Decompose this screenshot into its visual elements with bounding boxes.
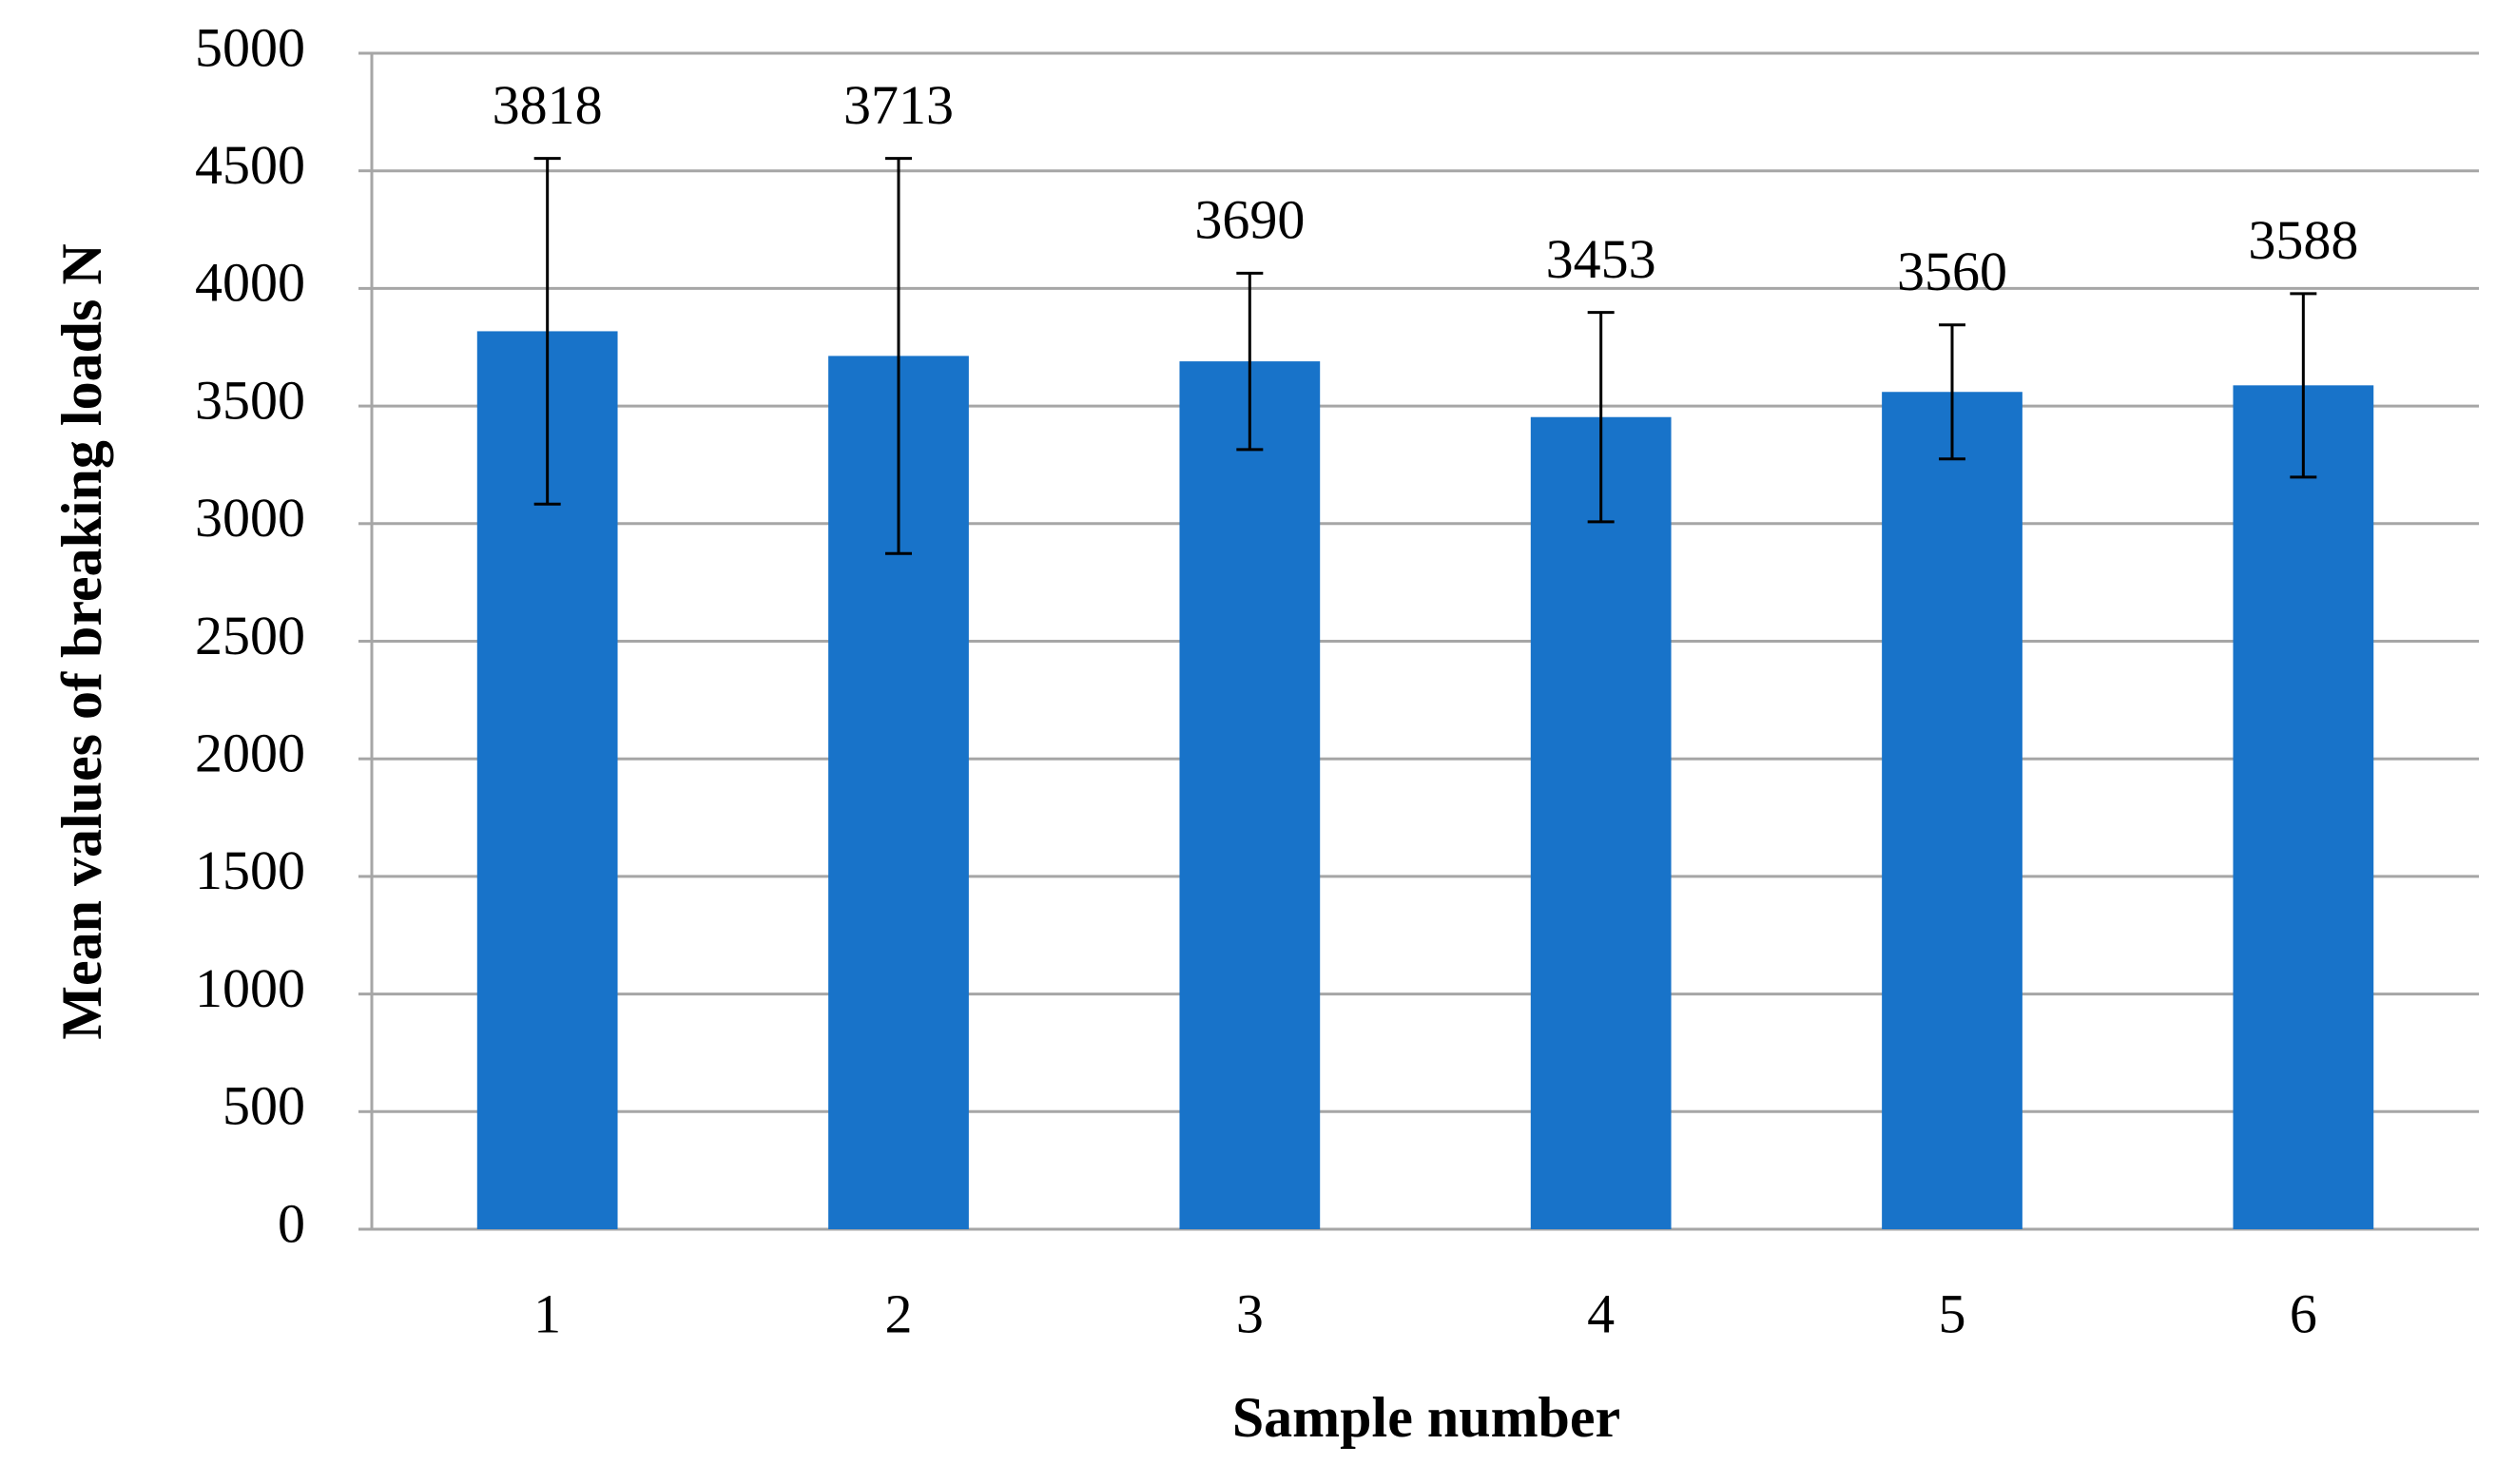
x-tick-label: 5 (1939, 1282, 1966, 1344)
bar (1530, 416, 1672, 1230)
y-tick-label: 4000 (195, 252, 305, 314)
x-tick-label: 1 (533, 1282, 561, 1344)
y-tick-label: 1000 (195, 957, 305, 1019)
y-tick-label: 3000 (195, 487, 305, 549)
x-tick-label: 2 (885, 1282, 913, 1344)
bar (2233, 385, 2374, 1229)
y-tick-label: 3500 (195, 369, 305, 431)
value-label: 3690 (1194, 189, 1305, 251)
x-tick-label: 3 (1236, 1282, 1264, 1344)
y-axis-title: Mean values of breaking loads N (50, 243, 113, 1039)
y-tick-label: 1500 (195, 839, 305, 901)
value-label: 3818 (493, 74, 603, 136)
y-tick-label: 0 (278, 1192, 305, 1254)
x-tick-label: 4 (1587, 1282, 1615, 1344)
y-tick-label: 4500 (195, 134, 305, 196)
bar (1179, 361, 1321, 1229)
y-tick-label: 500 (223, 1075, 305, 1137)
bar (1882, 392, 2022, 1230)
value-label: 3588 (2248, 209, 2358, 271)
x-axis-title: Sample number (1232, 1386, 1620, 1449)
y-tick-label: 5000 (195, 16, 305, 78)
value-label: 3560 (1897, 241, 2007, 302)
value-label: 3713 (843, 74, 954, 136)
y-tick-label: 2500 (195, 605, 305, 666)
x-tick-label: 6 (2290, 1282, 2317, 1344)
value-label: 3453 (1546, 228, 1656, 290)
y-tick-label: 2000 (195, 723, 305, 784)
